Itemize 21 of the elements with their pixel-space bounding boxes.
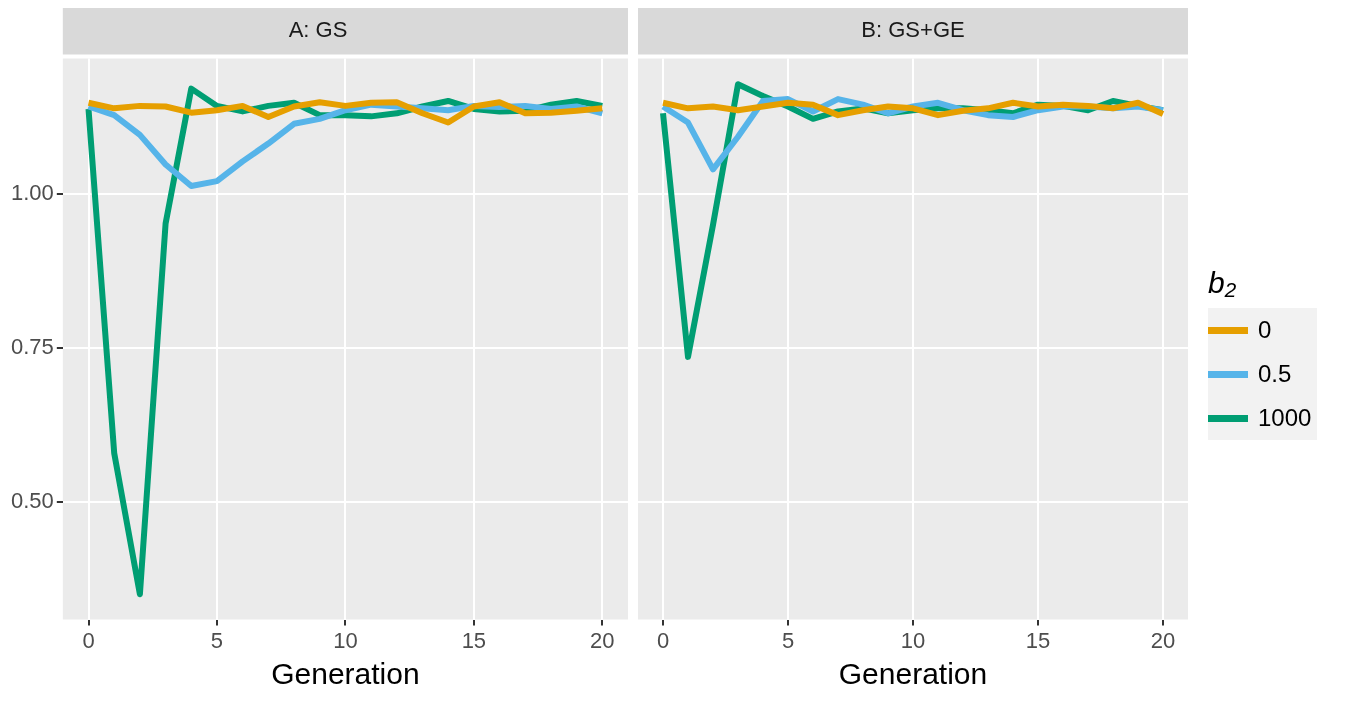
legend-label: 0 [1258,316,1272,344]
x-tick-label: 20 [1150,627,1176,653]
x-tick-label: 15 [461,627,487,653]
x-axis-title: Generation [271,657,420,691]
x-tick-label: 0 [82,627,95,653]
y-tick-label: 0.75 [10,334,54,360]
x-tick-label: 0 [656,627,670,653]
x-tick-label: 5 [210,627,224,653]
y-tick-label: 1.00 [10,180,54,206]
legend-label: 1000 [1258,404,1312,432]
legend-label: 0.5 [1258,360,1292,388]
chart-title: A: GS [288,17,348,43]
chart-title: B: GS+GE [861,17,965,43]
y-tick-label: 0.50 [10,488,54,514]
x-tick-label: 10 [333,627,358,653]
x-axis-title: Generation [838,657,988,691]
x-tick-label: 5 [781,627,795,653]
legend-title: b₂ [1208,266,1238,300]
x-tick-label: 10 [900,627,926,653]
x-tick-label: 20 [590,627,615,653]
x-tick-label: 15 [1025,627,1051,653]
